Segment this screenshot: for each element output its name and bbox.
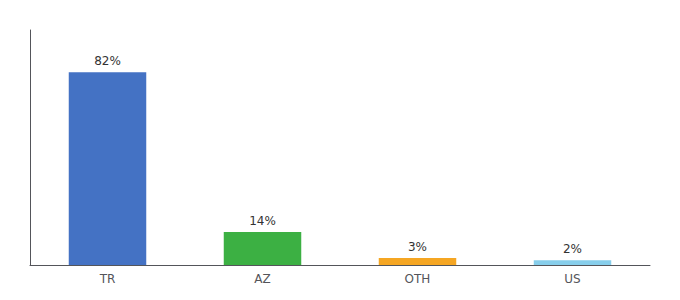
svg-text:82%: 82% <box>94 54 121 68</box>
svg-text:2%: 2% <box>563 242 582 256</box>
svg-text:3%: 3% <box>408 240 427 254</box>
svg-text:14%: 14% <box>249 214 276 228</box>
svg-text:TR: TR <box>99 272 116 286</box>
svg-text:AZ: AZ <box>254 272 270 286</box>
svg-text:OTH: OTH <box>405 272 431 286</box>
svg-text:US: US <box>564 272 580 286</box>
